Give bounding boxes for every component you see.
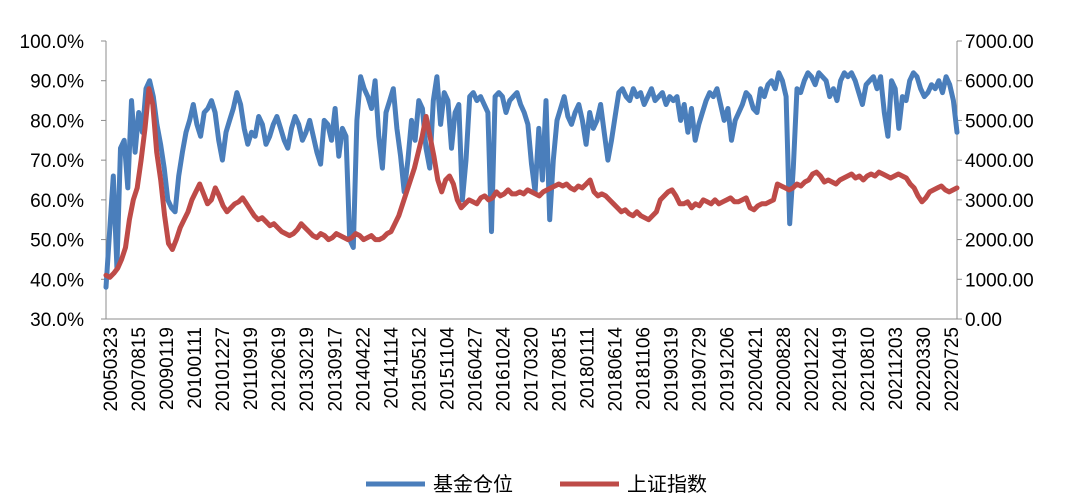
x-tick-label: 20150512 bbox=[409, 327, 430, 412]
x-tick-label: 20220330 bbox=[914, 327, 935, 412]
x-tick-label: 20170320 bbox=[522, 327, 543, 412]
x-tick-label: 20181106 bbox=[634, 327, 655, 410]
right-y-tick-labels: 0.00 1000.00 2000.00 3000.00 4000.00 5000.00 6… bbox=[957, 32, 1034, 331]
x-tick-label: 20120619 bbox=[269, 327, 290, 412]
x-tick-label: 20160427 bbox=[465, 327, 486, 412]
right-y-tick-label: 4000.00 bbox=[965, 151, 1034, 172]
legend: 基金仓位 上证指数 bbox=[366, 472, 707, 496]
x-tick-label: 20151104 bbox=[437, 327, 458, 411]
x-tick-label: 20090119 bbox=[157, 327, 178, 410]
left-y-tick-label: 50.0% bbox=[30, 231, 84, 252]
x-tick-label: 20200421 bbox=[746, 327, 767, 412]
right-y-tick-label: 5000.00 bbox=[965, 111, 1034, 132]
x-tick-label: 20220725 bbox=[942, 327, 963, 412]
right-y-tick-label: 3000.00 bbox=[965, 191, 1034, 212]
left-y-tick-label: 40.0% bbox=[30, 270, 84, 291]
left-y-tick-label: 70.0% bbox=[30, 151, 84, 172]
plot-lines bbox=[103, 70, 960, 290]
x-tick-label: 20110919 bbox=[241, 327, 262, 410]
x-tick-label: 20180111 bbox=[578, 327, 599, 409]
x-tick-label: 20140422 bbox=[353, 327, 374, 412]
legend-label-fund-position: 基金仓位 bbox=[433, 472, 513, 496]
x-tick-label: 20210419 bbox=[830, 327, 851, 412]
right-y-tick-label: 1000.00 bbox=[965, 270, 1034, 291]
right-y-tick-label: 6000.00 bbox=[965, 72, 1034, 93]
right-y-tick-label: 2000.00 bbox=[965, 231, 1034, 252]
right-y-tick-label: 0.00 bbox=[965, 310, 1002, 331]
left-y-tick-label: 30.0% bbox=[30, 310, 84, 331]
legend-label-sse-index: 上证指数 bbox=[627, 472, 707, 496]
x-tick-label: 20200828 bbox=[774, 327, 795, 412]
left-y-tick-labels: 30.0% 40.0% 50.0% 60.0% 70.0% 80.0% 90.0% 100.0… bbox=[20, 32, 106, 331]
x-tick-label: 20130219 bbox=[297, 327, 318, 412]
x-tick-label: 20130917 bbox=[325, 327, 346, 412]
x-tick-label: 20050323 bbox=[101, 327, 122, 412]
x-tick-label: 20070815 bbox=[129, 327, 150, 412]
x-tick-label: 20190729 bbox=[690, 327, 711, 412]
x-tick-label: 20170815 bbox=[550, 327, 571, 412]
series-line-sse-index bbox=[103, 86, 960, 280]
x-tick-label: 20161024 bbox=[493, 327, 514, 412]
right-y-tick-label: 7000.00 bbox=[965, 32, 1034, 53]
x-tick-labels: 20050323 20070815 20090119 20100111 20101227… bbox=[101, 327, 963, 412]
x-tick-label: 20210810 bbox=[858, 327, 879, 412]
x-tick-label: 20211203 bbox=[886, 327, 907, 410]
x-tick-label: 20100111 bbox=[185, 327, 206, 409]
left-y-tick-label: 80.0% bbox=[30, 111, 84, 132]
x-tick-label: 20101227 bbox=[213, 327, 234, 412]
left-y-tick-label: 90.0% bbox=[30, 72, 84, 93]
x-tick-label: 20180614 bbox=[606, 327, 627, 412]
left-y-tick-label: 60.0% bbox=[30, 191, 84, 212]
left-y-tick-label: 100.0% bbox=[20, 32, 85, 53]
x-tick-label: 20190319 bbox=[662, 327, 683, 412]
series-line-fund-position bbox=[103, 70, 960, 290]
x-tick-label: 20191206 bbox=[718, 327, 739, 412]
x-tick-label: 20141114 bbox=[381, 327, 402, 409]
x-tick-label: 20201222 bbox=[802, 327, 823, 412]
